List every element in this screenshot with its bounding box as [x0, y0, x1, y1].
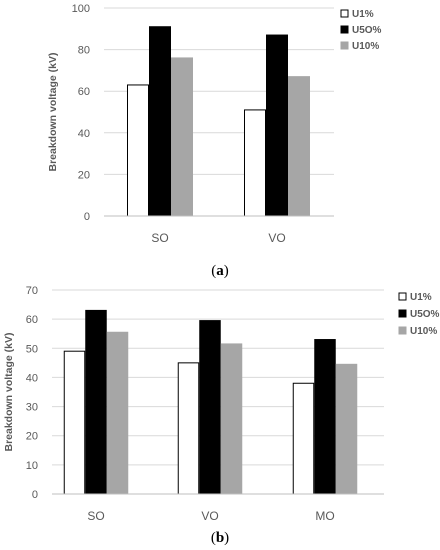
bar-vo-1: [266, 34, 288, 217]
y-tick-label: 100: [72, 3, 90, 15]
bar-so-1: [149, 26, 171, 217]
y-tick-label: 50: [26, 343, 38, 355]
bar-so-0: [127, 84, 149, 217]
panel-caption: (b): [211, 530, 229, 546]
chart-panel-a: 0 20 40 60 80 100 Breakdown voltage (kV) SO VO U1…: [47, 3, 382, 279]
legend-swatch: [340, 41, 349, 50]
x-category-label: VO: [201, 509, 218, 523]
bar-vo-0: [177, 362, 200, 495]
bar-vo-2: [220, 343, 243, 495]
legend-label: U5O%: [352, 25, 382, 36]
x-category-label: MO: [315, 509, 334, 523]
bar-so-0: [63, 350, 86, 495]
legend-swatch: [340, 9, 349, 18]
chart-panel-b: 0 10 20 30 40 50 60 70 Breakdown voltage (kV) SO V…: [3, 285, 440, 546]
bar-mo-1: [314, 339, 336, 495]
y-axis-label: Breakdown voltage (kV): [3, 332, 15, 451]
legend-swatch: [340, 25, 349, 34]
y-tick-label: 10: [26, 460, 38, 472]
legend-swatch: [398, 326, 407, 335]
y-tick-label: 40: [26, 372, 38, 384]
y-tick-label: 0: [84, 211, 90, 223]
legend-label: U1%: [352, 9, 374, 20]
y-axis-label: Breakdown voltage (kV): [47, 52, 59, 171]
bar-mo-0: [292, 382, 315, 495]
bar-vo-2: [288, 76, 310, 217]
y-tick-label: 60: [26, 314, 38, 326]
legend-label: U5O%: [410, 309, 440, 320]
y-tick-label: 20: [78, 169, 90, 181]
y-tick-label: 40: [78, 128, 90, 140]
y-tick-label: 30: [26, 402, 38, 414]
x-category-label: VO: [268, 231, 285, 245]
y-tick-label: 70: [26, 285, 38, 297]
bar-so-2: [171, 57, 193, 217]
y-tick-label: 20: [26, 431, 38, 443]
bar-vo-0: [244, 109, 266, 217]
legend-label: U10%: [352, 41, 379, 52]
x-category-label: SO: [87, 509, 104, 523]
panel-caption: (a): [211, 263, 229, 279]
y-tick-label: 60: [78, 86, 90, 98]
bar-so-2: [106, 331, 129, 495]
bar-so-1: [85, 309, 107, 495]
legend-label: U1%: [410, 292, 432, 303]
legend-swatch: [398, 292, 407, 301]
y-tick-label: 0: [32, 489, 38, 501]
legend-label: U10%: [410, 326, 437, 337]
bar-mo-2: [335, 363, 358, 495]
x-category-label: SO: [151, 231, 168, 245]
legend-swatch: [398, 309, 407, 318]
y-tick-label: 80: [78, 45, 90, 57]
bar-vo-1: [199, 320, 221, 495]
